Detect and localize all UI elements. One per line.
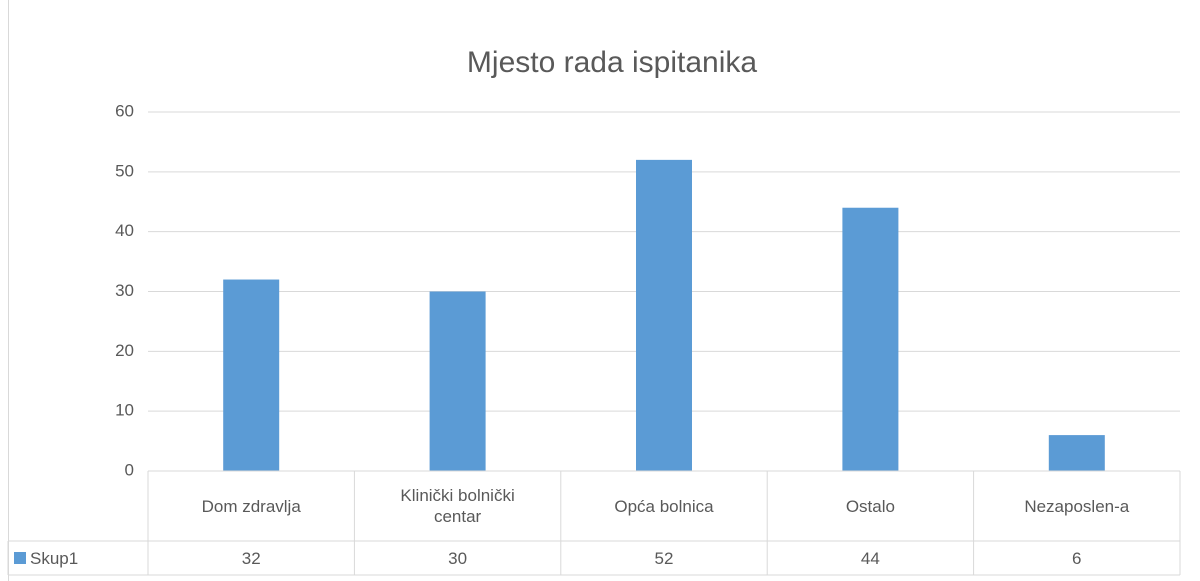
y-tick-label: 0 — [125, 460, 134, 479]
y-tick-label: 40 — [115, 221, 134, 240]
category-cell: Klinički bolnički centar — [400, 486, 515, 526]
bar — [636, 159, 692, 471]
value-cell: 44 — [860, 548, 880, 568]
y-tick-label: 50 — [115, 161, 134, 180]
bar — [429, 291, 486, 471]
category-cell: Opća bolnica — [614, 496, 714, 516]
category-cell: Nezaposlen-a — [1024, 496, 1130, 516]
y-tick-label: 30 — [115, 281, 134, 300]
y-tick-label: 20 — [115, 341, 134, 360]
bar — [223, 279, 280, 471]
category-cell: Ostalo — [845, 496, 895, 516]
legend-label: Skup1 — [30, 548, 79, 568]
bar — [842, 207, 899, 471]
y-tick-label: 60 — [115, 101, 134, 120]
value-cell: 6 — [1072, 548, 1082, 568]
legend-swatch — [14, 552, 26, 564]
category-cell: Dom zdravlja — [201, 496, 301, 516]
chart-title: Mjesto rada ispitanika — [467, 46, 757, 79]
y-tick-label: 10 — [115, 401, 134, 420]
value-cell: 32 — [241, 548, 261, 568]
value-cell: 30 — [448, 548, 468, 568]
bar — [1048, 435, 1105, 471]
value-cell: 52 — [654, 548, 674, 568]
